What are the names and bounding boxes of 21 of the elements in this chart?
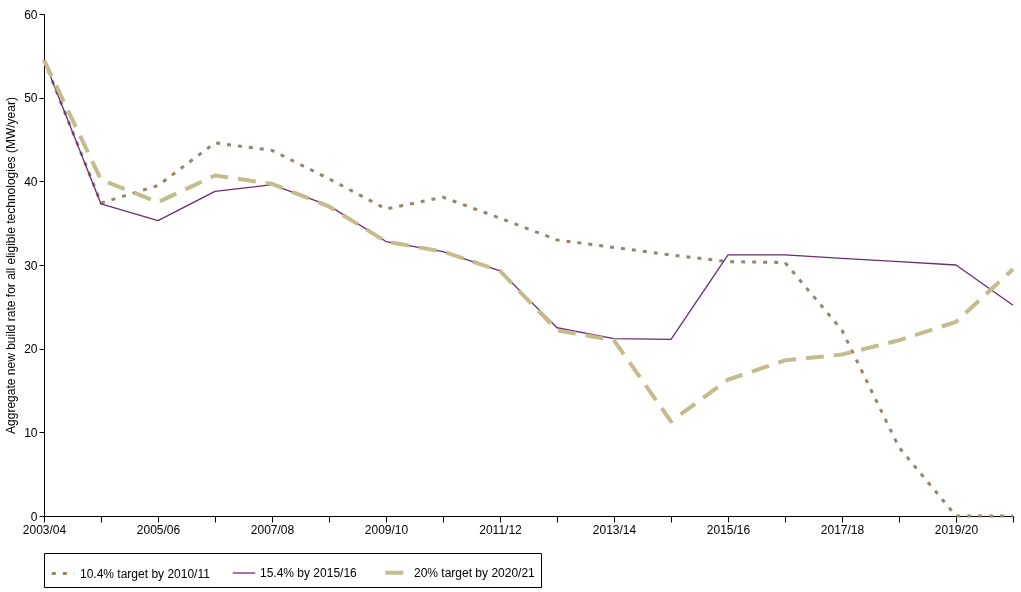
x-tick-label: 2009/10 — [364, 522, 409, 537]
legend-label: 20% target by 2020/21 — [414, 565, 536, 580]
y-tick-label: 20 — [24, 342, 38, 357]
x-tick-label: 2019/20 — [934, 522, 979, 537]
x-tick-label: 2015/16 — [706, 522, 751, 537]
line-series — [42, 58, 1015, 424]
legend-label: 10.4% target by 2010/11 — [80, 566, 211, 581]
x-tick-label: 2007/08 — [250, 522, 295, 537]
x-tick-label: 2013/14 — [592, 522, 637, 537]
y-axis-title: Aggregate new build rate for all eligible technologies (MW/year) — [4, 97, 19, 434]
x-tick-label: 2011/12 — [479, 522, 523, 537]
x-tick-label: 2003/04 — [22, 522, 67, 537]
legend-label: 15.4% by 2015/16 — [260, 566, 358, 580]
x-tick-label: 2017/18 — [820, 522, 865, 537]
y-tick-label: 50 — [24, 91, 38, 106]
x-tick-label: 2005/06 — [136, 522, 181, 537]
y-tick-label: 40 — [24, 174, 38, 189]
y-tick-label: 0 — [30, 509, 38, 524]
y-tick-label: 30 — [24, 258, 38, 273]
y-tick-label: 10 — [24, 425, 38, 440]
y-tick-label: 60 — [24, 7, 38, 22]
